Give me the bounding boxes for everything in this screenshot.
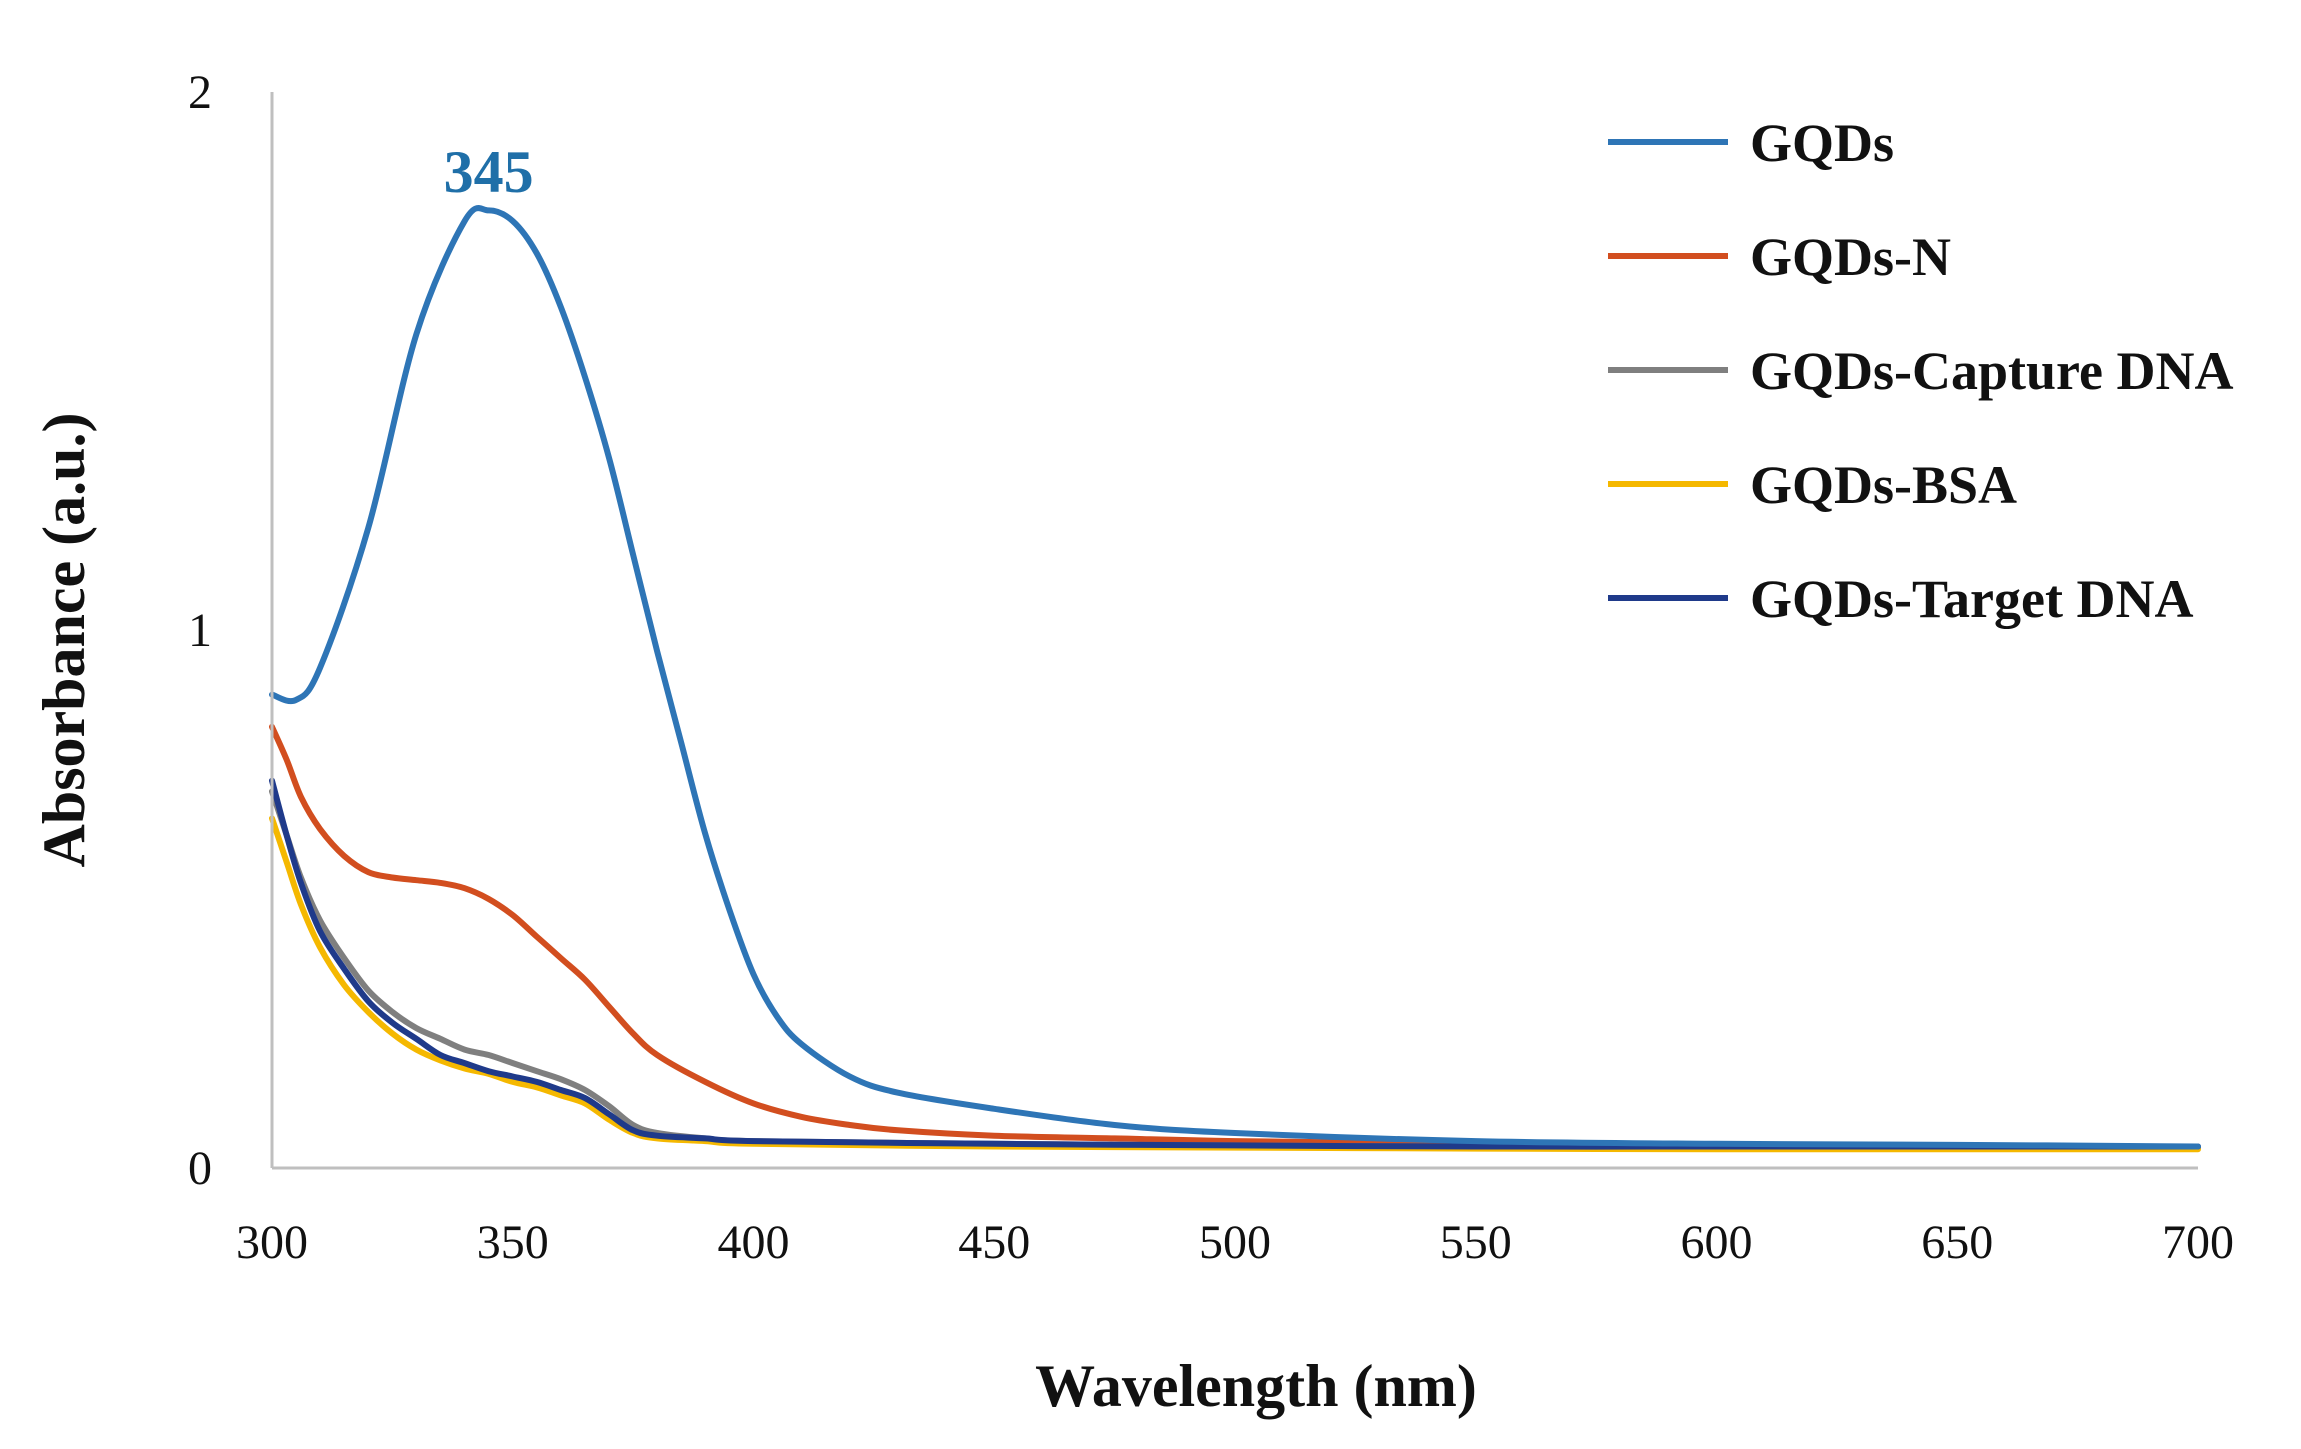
- series-line-gqds-bsa: [269, 815, 2201, 1153]
- series-line-gqds-target-dna: [269, 777, 2201, 1150]
- y-axis-title: Absorbance (a.u.): [31, 412, 97, 867]
- legend-label: GQDs-BSA: [1750, 455, 2017, 515]
- x-tick-label: 450: [958, 1216, 1030, 1269]
- legend-item-gqds-capture-dna: GQDs-Capture DNA: [1608, 341, 2234, 401]
- legend-label: GQDs-Target DNA: [1750, 569, 2193, 629]
- y-tick-label: 2: [188, 66, 212, 119]
- tick-labels: 300 350 400 450 500 550 600 650 700 0 1 2: [188, 66, 2234, 1269]
- x-tick-label: 400: [718, 1216, 790, 1269]
- x-tick-label: 650: [1921, 1216, 1993, 1269]
- legend-label: GQDs-Capture DNA: [1750, 341, 2234, 401]
- x-tick-label: 700: [2162, 1216, 2234, 1269]
- legend-label: GQDs-N: [1750, 227, 1951, 287]
- legend: GQDs GQDs-N GQDs-Capture DNA GQDs-BSA GQDs-T…: [1608, 113, 2234, 629]
- legend-item-gqds: GQDs: [1608, 113, 1894, 173]
- y-tick-label: 1: [188, 604, 212, 657]
- peak-annotation: 345: [444, 139, 534, 205]
- series-line-gqds-n: [269, 723, 2201, 1151]
- axes: [270, 92, 2198, 1170]
- x-tick-label: 600: [1681, 1216, 1753, 1269]
- series-line-gqds: [269, 205, 2201, 1150]
- x-tick-label: 350: [477, 1216, 549, 1269]
- x-axis-title: Wavelength (nm): [1035, 1353, 1477, 1419]
- y-tick-label: 0: [188, 1142, 212, 1195]
- legend-item-gqds-n: GQDs-N: [1608, 227, 1951, 287]
- annotations: 345: [444, 139, 534, 205]
- x-tick-label: 550: [1440, 1216, 1512, 1269]
- x-tick-label: 500: [1199, 1216, 1271, 1269]
- legend-label: GQDs: [1750, 113, 1894, 173]
- series-layer: [269, 205, 2201, 1153]
- legend-item-gqds-target-dna: GQDs-Target DNA: [1608, 569, 2193, 629]
- legend-item-gqds-bsa: GQDs-BSA: [1608, 455, 2017, 515]
- x-tick-label: 300: [236, 1216, 308, 1269]
